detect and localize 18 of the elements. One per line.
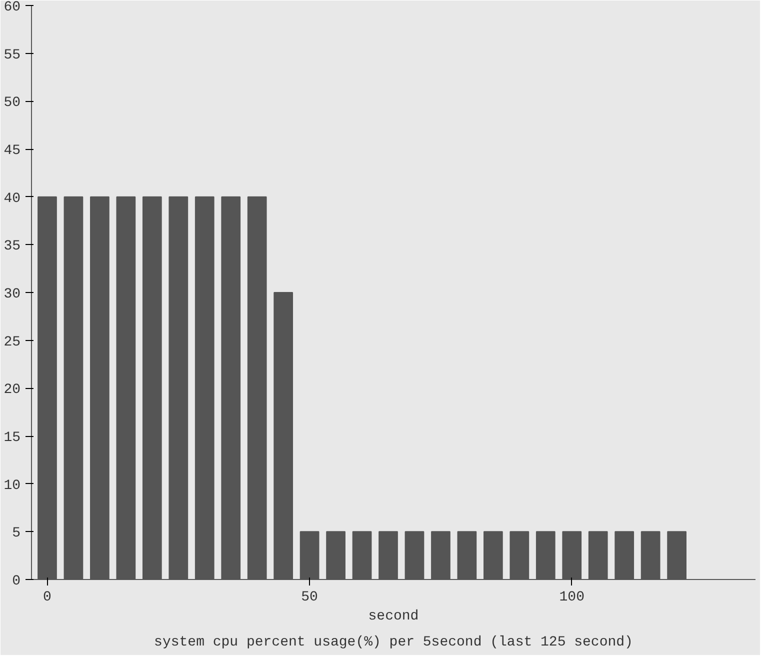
x-tick-label: 50 [301, 590, 318, 606]
y-tick-label: 60 [4, 0, 21, 16]
y-tick-label: 30 [4, 286, 21, 302]
y-tick-label: 50 [4, 95, 21, 112]
y-tick-label: 0 [12, 574, 21, 590]
y-tick-label: 40 [4, 190, 21, 207]
y-tick-label: 35 [4, 238, 21, 255]
x-tick-label: 100 [559, 590, 584, 606]
y-tick-label: 55 [4, 47, 21, 64]
y-tick-label: 15 [4, 430, 21, 446]
y-tick-label: 10 [4, 478, 21, 494]
x-axis-title: second [368, 608, 419, 624]
x-tick-label: 0 [43, 590, 52, 606]
text: system cpu percent usage(%) per 5second (last 125 second) [154, 634, 633, 650]
y-tick-label: 20 [4, 382, 21, 398]
y-tick-label: 25 [4, 334, 21, 350]
y-tick-label: 5 [12, 526, 21, 542]
y-tick-label: 45 [4, 143, 21, 159]
